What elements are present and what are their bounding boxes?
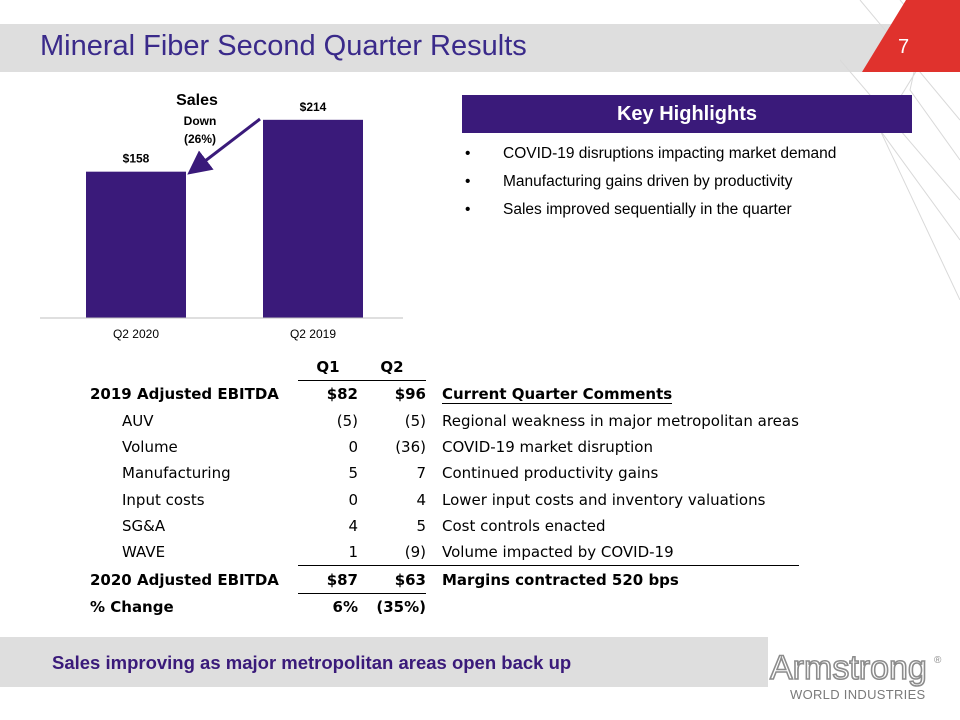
q2-value: (36)	[395, 438, 426, 457]
table-row: % Change 6% (35%)	[90, 593, 799, 620]
row-label: 2020 Adjusted EBITDA	[90, 570, 279, 589]
table-row: Manufacturing 5 7 Continued productivity…	[90, 460, 799, 486]
table-row: Input costs 0 4 Lower input costs and in…	[90, 486, 799, 512]
comments-header: Current Quarter Comments	[426, 381, 799, 408]
key-highlights-header: Key Highlights	[462, 95, 912, 133]
row-label: % Change	[90, 597, 174, 616]
logo-subtitle: WORLD INDUSTRIES	[790, 687, 926, 702]
row-comment	[426, 593, 799, 620]
sales-bar-chart: $158 Q2 2020 $214 Q2 2019 Sales Down (26%)	[40, 92, 403, 341]
table-header-empty	[90, 354, 298, 381]
decline-arrow	[187, 117, 261, 175]
table-header-row: Q1 Q2	[90, 354, 799, 382]
bullet-icon: •	[465, 145, 471, 162]
q1-value: 1	[298, 539, 358, 567]
highlight-text: COVID-19 disruptions impacting market de…	[503, 145, 837, 162]
row-label: Volume	[122, 438, 178, 457]
row-comment: Continued productivity gains	[442, 464, 659, 483]
q2-value: $63	[358, 565, 426, 594]
q2-value: 5	[416, 516, 426, 535]
bar-value-label: $214	[300, 100, 327, 114]
column-header-q2: Q2	[358, 354, 426, 382]
bar-value-label: $158	[123, 152, 150, 166]
row-comment: Regional weakness in major metropolitan …	[442, 411, 799, 430]
header-bar	[0, 24, 960, 72]
chart-title: Sales	[176, 92, 218, 109]
q1-value: 5	[348, 464, 358, 483]
chart-annotation-line2: (26%)	[184, 132, 216, 146]
q1-value: $87	[298, 565, 358, 594]
bullet-icon: •	[465, 173, 471, 190]
q2-value: (5)	[404, 411, 426, 430]
armstrong-logo: Armstrong ® WORLD INDUSTRIES	[769, 648, 942, 702]
q2-value: $96	[394, 385, 426, 404]
highlight-text: Sales improved sequentially in the quart…	[503, 201, 792, 218]
row-label: SG&A	[122, 516, 166, 535]
comments-header-text: Current Quarter Comments	[442, 385, 673, 405]
list-item: • Manufacturing gains driven by productiv…	[465, 168, 935, 196]
slide-number-badge	[862, 0, 960, 72]
x-tick-label: Q2 2020	[113, 327, 159, 341]
bar-q2-2019	[263, 119, 363, 319]
q1-value: 0	[348, 490, 358, 509]
ebitda-bridge-table: Q1 Q2 2019 Adjusted EBITDA $82 $96 Curre…	[90, 354, 799, 620]
row-label: Manufacturing	[122, 464, 231, 483]
row-comment: Lower input costs and inventory valuatio…	[442, 490, 766, 509]
key-highlights-list: • COVID-19 disruptions impacting market d…	[465, 140, 935, 224]
table-row: 2020 Adjusted EBITDA $87 $63 Margins con…	[90, 565, 799, 594]
table-row: 2019 Adjusted EBITDA $82 $96 Current Qua…	[90, 381, 799, 408]
slide-title: Mineral Fiber Second Quarter Results	[40, 30, 527, 62]
footer-message: Sales improving as major metropolitan ar…	[52, 652, 572, 673]
table-header-comment-empty	[426, 354, 799, 381]
x-tick-label: Q2 2019	[290, 327, 336, 341]
q2-value: 4	[416, 490, 426, 509]
row-label: Input costs	[122, 490, 205, 509]
table-row: AUV (5) (5) Regional weakness in major m…	[90, 408, 799, 434]
q2-value: 7	[416, 464, 426, 483]
q2-value: (35%)	[376, 597, 426, 616]
table-row: SG&A 4 5 Cost controls enacted	[90, 513, 799, 539]
q1-value: (5)	[336, 411, 358, 430]
row-comment: COVID-19 market disruption	[442, 438, 653, 457]
bar-q2-2020	[86, 171, 186, 318]
row-comment: Volume impacted by COVID-19	[426, 539, 799, 567]
q1-value: 0	[348, 438, 358, 457]
column-header-q1: Q1	[298, 354, 358, 382]
q2-value: (9)	[358, 539, 426, 567]
table-row: Volume 0 (36) COVID-19 market disruption	[90, 434, 799, 460]
row-label: AUV	[122, 411, 154, 430]
row-label: 2019 Adjusted EBITDA	[90, 385, 279, 404]
bullet-icon: •	[465, 201, 471, 218]
highlight-text: Manufacturing gains driven by productivi…	[503, 173, 793, 190]
slide-number: 7	[898, 36, 910, 58]
logo-registered-mark: ®	[934, 655, 942, 666]
footer-bar	[0, 637, 768, 687]
row-comment: Margins contracted 520 bps	[442, 570, 679, 589]
row-label: WAVE	[122, 543, 166, 562]
q1-value: $82	[326, 385, 358, 404]
row-comment: Cost controls enacted	[442, 516, 606, 535]
logo-wordmark: Armstrong	[770, 649, 927, 687]
chart-annotation-line1: Down	[184, 114, 217, 128]
table-row: WAVE 1 (9) Volume impacted by COVID-19	[90, 539, 799, 567]
q1-value: 6%	[332, 597, 358, 616]
list-item: • COVID-19 disruptions impacting market d…	[465, 140, 935, 168]
list-item: • Sales improved sequentially in the quar…	[465, 196, 935, 224]
q1-value: 4	[348, 516, 358, 535]
